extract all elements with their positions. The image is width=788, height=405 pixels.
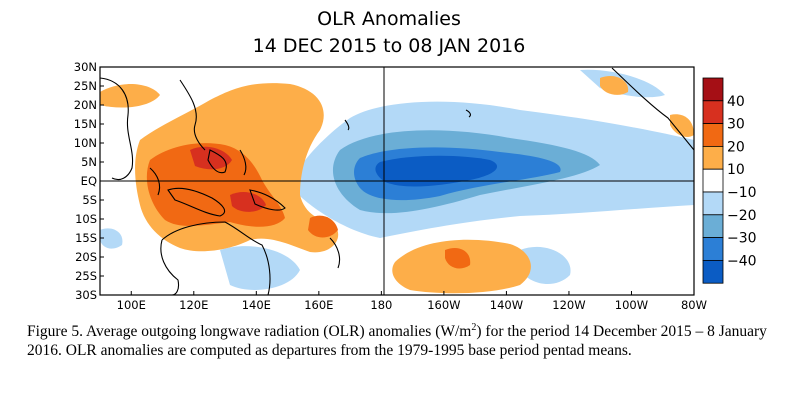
- negative-anomaly-patch: [520, 246, 571, 285]
- colorbar-tick-label: −40: [727, 253, 757, 269]
- colorbar-tick-label: 40: [727, 94, 745, 110]
- coastlines: [100, 67, 694, 295]
- colorbar-tick-label: 30: [727, 117, 745, 133]
- colorbar-segment: [702, 259, 724, 284]
- lon-tick-label: 120W: [552, 298, 585, 312]
- lon-tick-label: 120E: [179, 298, 208, 312]
- lat-tick-label: 15N: [74, 117, 97, 131]
- figure-caption: Figure 5. Average outgoing longwave radi…: [27, 322, 777, 360]
- negative-anomaly-patch: [100, 228, 123, 249]
- lat-tick-label: 15S: [75, 231, 97, 245]
- very-strong-negative-core: [375, 155, 498, 187]
- colorbar-tick-label: 20: [727, 139, 745, 155]
- caption-text-end: ) for the period 14 December 2015 – 8 Ja…: [27, 323, 767, 359]
- colorbar-segment: [702, 237, 724, 261]
- lon-tick-label: 160W: [427, 298, 460, 312]
- olr-figure: OLR Anomalies 14 DEC 2015 to 08 JAN 2016: [74, 8, 757, 312]
- colorbar-segment: [702, 100, 724, 125]
- colorbar-segment: [702, 191, 724, 216]
- longitude-axis: 100E 120E 140E 160E 180 160W 140W 120W 100W 80W: [117, 291, 707, 312]
- latitude-axis: 30N 25N 20N 15N 10N 5N EQ 5S 10S 15S 20S 25S 30S: [74, 60, 104, 302]
- colorbar-tick-label: −20: [727, 208, 757, 224]
- lat-tick-label: 20N: [74, 98, 97, 112]
- colorbar: 40 30 20 10 −10 −20 −30 −40: [702, 77, 757, 284]
- anomaly-map: 30N 25N 20N 15N 10N 5N EQ 5S 10S 15S 20S 25S 30S 100…: [74, 60, 707, 312]
- lat-tick-label: EQ: [81, 174, 97, 188]
- colorbar-segment: [702, 168, 724, 193]
- lon-tick-label: 100E: [117, 298, 146, 312]
- colorbar-segment: [702, 77, 724, 102]
- strong-positive-core: [190, 146, 232, 170]
- positive-anomaly-patch: [600, 75, 629, 95]
- lat-tick-label: 10S: [75, 212, 97, 226]
- strong-positive-core: [230, 191, 266, 212]
- lon-tick-label: 140E: [242, 298, 271, 312]
- figure-title: OLR Anomalies: [317, 8, 461, 30]
- lon-tick-label: 100W: [615, 298, 648, 312]
- lon-tick-label: 180: [370, 298, 392, 312]
- lat-tick-label: 30N: [74, 60, 97, 74]
- lon-tick-label: 160E: [304, 298, 333, 312]
- moderate-positive-core: [445, 247, 471, 269]
- colorbar-segment: [702, 145, 724, 170]
- moderate-positive-core: [308, 215, 338, 238]
- colorbar-tick-label: −10: [727, 185, 757, 201]
- colorbar-segment: [702, 214, 724, 239]
- lat-tick-label: 25N: [74, 79, 97, 93]
- negative-anomaly-patch: [220, 246, 300, 290]
- lon-tick-label: 80W: [681, 298, 707, 312]
- lat-tick-label: 20S: [75, 250, 97, 264]
- lat-tick-label: 30S: [75, 288, 97, 302]
- lat-tick-label: 5N: [81, 155, 97, 169]
- colorbar-tick-label: −30: [727, 231, 757, 247]
- lat-tick-label: 10N: [74, 136, 97, 150]
- colorbar-tick-label: 10: [727, 162, 745, 178]
- lon-tick-label: 140W: [490, 298, 523, 312]
- lat-tick-label: 5S: [82, 193, 97, 207]
- lat-tick-label: 25S: [75, 269, 97, 283]
- figure-subtitle: 14 DEC 2015 to 08 JAN 2016: [253, 35, 526, 57]
- colorbar-segment: [702, 123, 724, 147]
- caption-superscript: 2: [471, 321, 477, 333]
- positive-anomaly-patch: [670, 114, 694, 137]
- positive-anomaly-patch: [100, 84, 160, 108]
- anomaly-field: [100, 67, 694, 295]
- caption-text-start: Figure 5. Average outgoing longwave radi…: [27, 323, 472, 340]
